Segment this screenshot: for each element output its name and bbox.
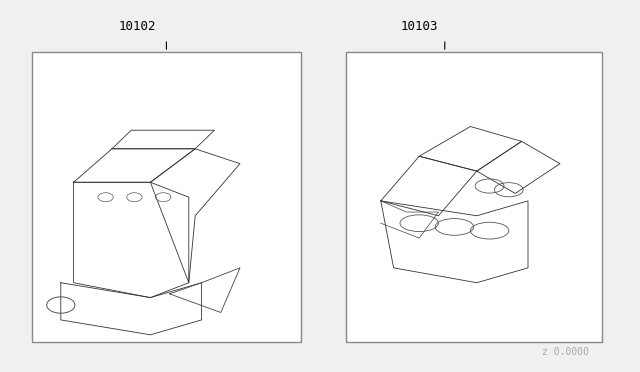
Bar [346,52,602,342]
Text: 10102: 10102 [119,20,156,33]
Text: z 0.0000: z 0.0000 [542,347,589,357]
Bar [32,52,301,342]
Text: 10103: 10103 [401,20,438,33]
